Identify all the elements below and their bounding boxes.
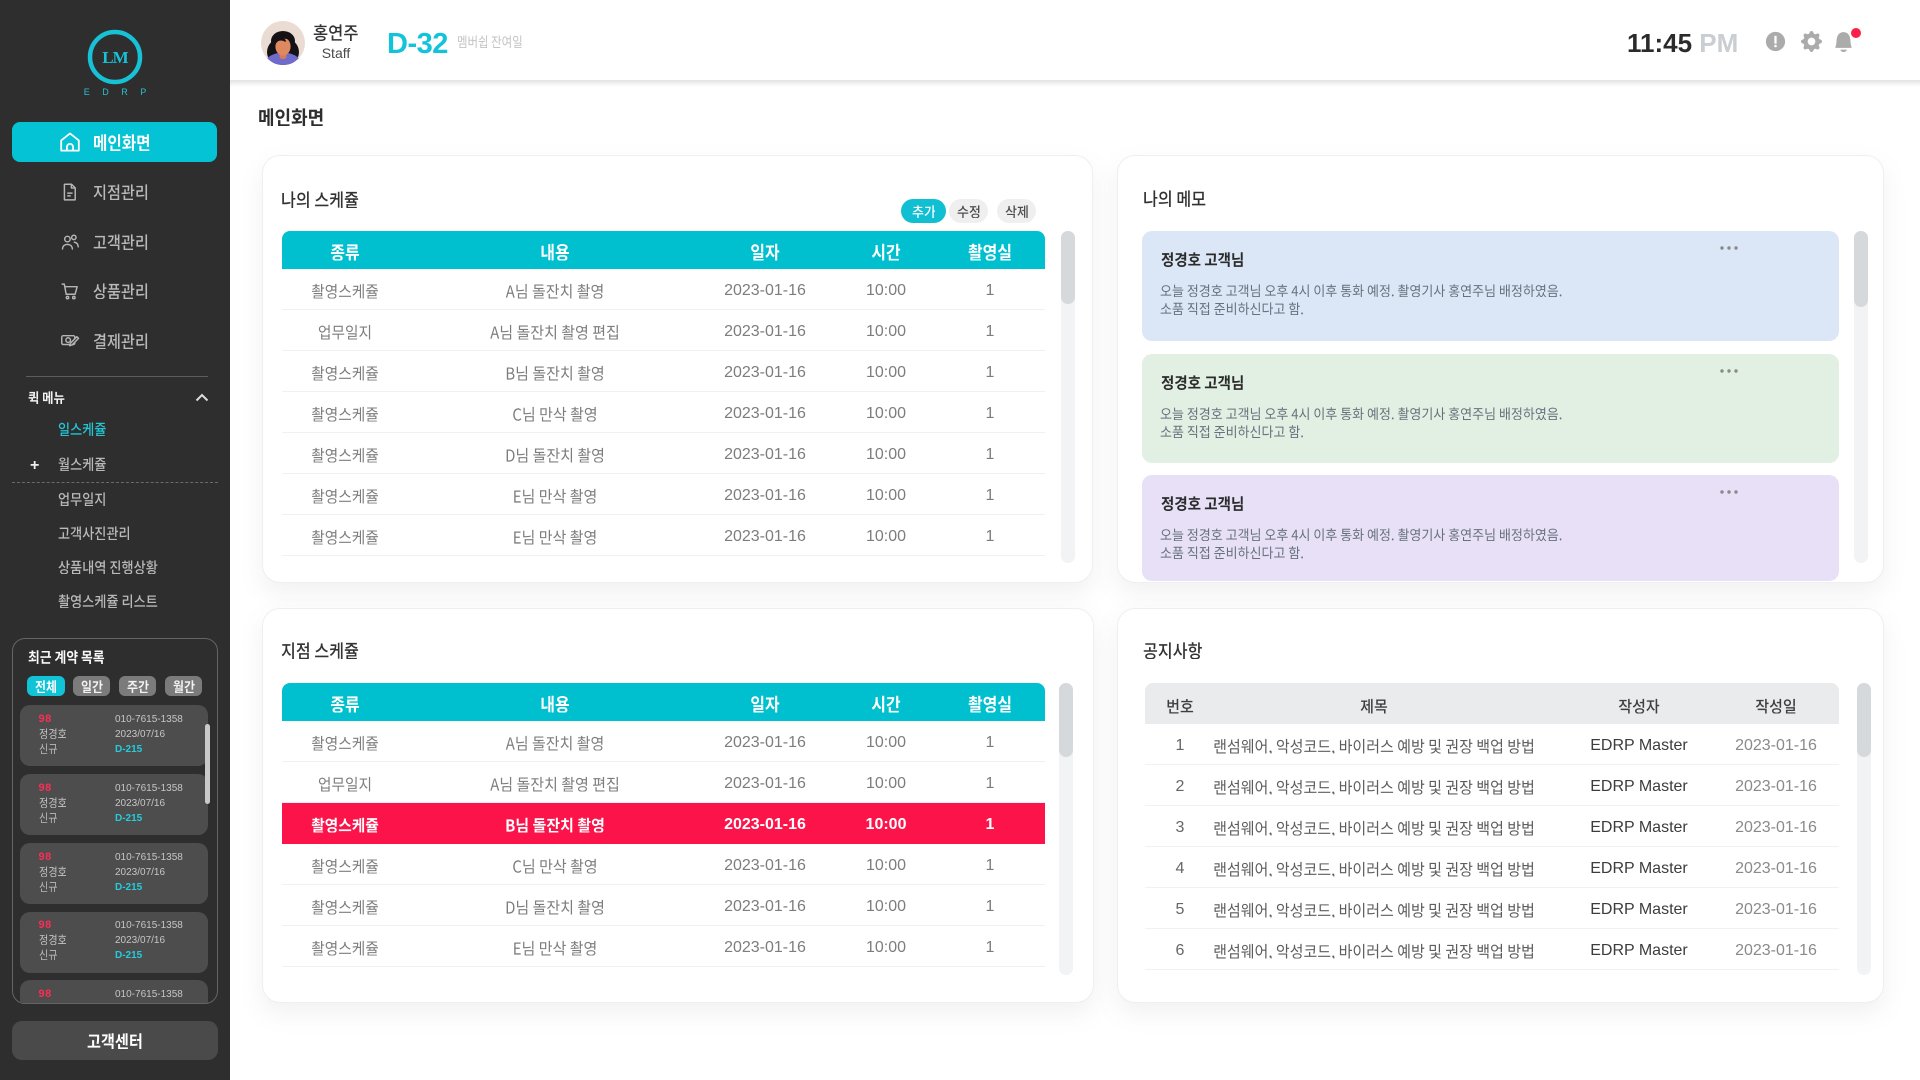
svg-text:LM: LM bbox=[102, 48, 128, 67]
